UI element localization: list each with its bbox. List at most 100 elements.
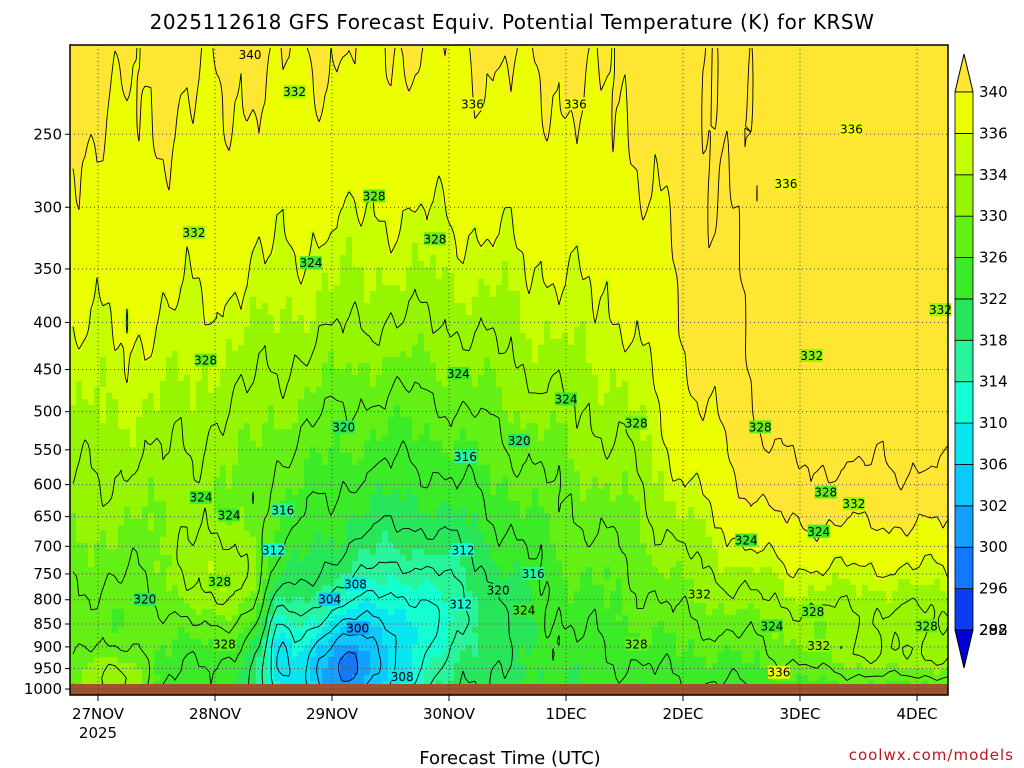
field-cell bbox=[904, 81, 911, 88]
field-cell bbox=[826, 81, 833, 88]
field-cell bbox=[208, 213, 215, 220]
field-cell bbox=[532, 159, 539, 166]
field-cell bbox=[562, 81, 569, 88]
field-cell bbox=[478, 81, 485, 88]
field-cell bbox=[298, 105, 305, 112]
field-cell bbox=[940, 81, 947, 88]
field-cell bbox=[772, 99, 779, 106]
field-cell bbox=[748, 153, 755, 160]
field-cell bbox=[550, 117, 557, 124]
field-cell bbox=[514, 159, 521, 166]
field-cell bbox=[640, 147, 647, 154]
field-cell bbox=[502, 183, 509, 190]
field-cell bbox=[112, 231, 119, 238]
field-cell bbox=[544, 147, 551, 154]
field-cell bbox=[94, 93, 101, 100]
field-cell bbox=[466, 129, 473, 136]
field-cell bbox=[352, 243, 359, 250]
field-cell bbox=[136, 171, 143, 178]
field-cell bbox=[436, 183, 443, 190]
field-cell bbox=[742, 207, 749, 214]
field-cell bbox=[604, 75, 611, 82]
field-cell bbox=[472, 135, 479, 142]
field-cell bbox=[856, 93, 863, 100]
field-cell bbox=[820, 195, 827, 202]
field-cell bbox=[598, 69, 605, 76]
field-cell bbox=[334, 225, 341, 232]
field-cell bbox=[466, 165, 473, 172]
field-cell bbox=[322, 123, 329, 130]
field-cell bbox=[766, 243, 773, 250]
field-cell bbox=[280, 99, 287, 106]
field-cell bbox=[124, 45, 131, 52]
field-cell bbox=[496, 207, 503, 214]
field-cell bbox=[724, 225, 731, 232]
field-cell bbox=[892, 201, 899, 208]
field-cell bbox=[100, 99, 107, 106]
field-cell bbox=[778, 171, 785, 178]
field-cell bbox=[196, 111, 203, 118]
field-cell bbox=[742, 213, 749, 220]
field-cell bbox=[118, 243, 125, 250]
field-cell bbox=[154, 213, 161, 220]
field-cell bbox=[658, 45, 665, 52]
field-cell bbox=[130, 81, 137, 88]
field-cell bbox=[256, 123, 263, 130]
field-cell bbox=[814, 51, 821, 58]
field-cell bbox=[298, 51, 305, 58]
field-cell bbox=[394, 123, 401, 130]
field-cell bbox=[418, 93, 425, 100]
field-cell bbox=[394, 201, 401, 208]
field-cell bbox=[778, 207, 785, 214]
field-cell bbox=[688, 105, 695, 112]
field-cell bbox=[100, 117, 107, 124]
field-cell bbox=[412, 87, 419, 94]
field-cell bbox=[166, 237, 173, 244]
field-cell bbox=[136, 177, 143, 184]
field-cell bbox=[124, 87, 131, 94]
field-cell bbox=[172, 117, 179, 124]
field-cell bbox=[496, 75, 503, 82]
field-cell bbox=[784, 69, 791, 76]
field-cell bbox=[748, 225, 755, 232]
field-cell bbox=[202, 123, 209, 130]
field-cell bbox=[436, 99, 443, 106]
field-cell bbox=[172, 183, 179, 190]
field-cell bbox=[94, 153, 101, 160]
field-cell bbox=[208, 135, 215, 142]
field-cell bbox=[76, 117, 83, 124]
field-cell bbox=[148, 141, 155, 148]
field-cell bbox=[556, 111, 563, 118]
field-cell bbox=[760, 81, 767, 88]
field-cell bbox=[928, 183, 935, 190]
field-cell bbox=[262, 165, 269, 172]
field-cell bbox=[382, 213, 389, 220]
field-cell bbox=[406, 69, 413, 76]
field-cell bbox=[532, 183, 539, 190]
field-cell bbox=[904, 207, 911, 214]
field-cell bbox=[538, 69, 545, 76]
field-cell bbox=[658, 69, 665, 76]
field-cell bbox=[862, 243, 869, 250]
field-cell bbox=[796, 219, 803, 226]
field-cell bbox=[172, 93, 179, 100]
field-cell bbox=[652, 75, 659, 82]
field-cell bbox=[484, 237, 491, 244]
field-cell bbox=[754, 147, 761, 154]
field-cell bbox=[658, 135, 665, 142]
field-cell bbox=[112, 99, 119, 106]
field-cell bbox=[520, 153, 527, 160]
field-cell bbox=[292, 105, 299, 112]
field-cell bbox=[652, 225, 659, 232]
field-cell bbox=[304, 207, 311, 214]
field-cell bbox=[706, 141, 713, 148]
field-cell bbox=[214, 111, 221, 118]
field-cell bbox=[100, 177, 107, 184]
field-cell bbox=[598, 129, 605, 136]
field-cell bbox=[304, 231, 311, 238]
field-cell bbox=[292, 183, 299, 190]
field-cell bbox=[376, 111, 383, 118]
field-cell bbox=[892, 183, 899, 190]
field-cell bbox=[910, 57, 917, 64]
field-cell bbox=[94, 147, 101, 154]
